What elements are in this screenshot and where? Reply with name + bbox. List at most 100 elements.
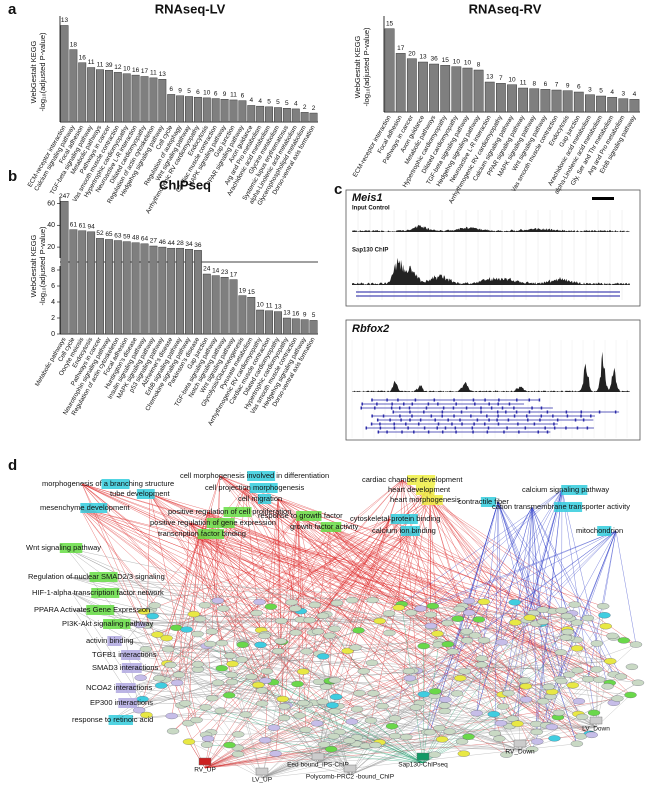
gene-node [590,640,603,647]
network-edge [71,592,281,642]
network-edge [197,533,537,725]
network-edge [502,506,533,707]
gene-node [326,702,339,709]
gene-node [267,724,281,731]
gene-node [402,667,416,675]
network-edge [67,576,611,662]
gene-node [585,731,598,739]
exon [497,422,500,426]
bar [291,108,300,123]
gene-node [316,698,329,705]
gene-node [614,673,628,680]
network-edge [277,498,353,601]
gene-node [531,738,544,745]
y-axis-label: -log₁₀(adjusted P-value) [362,27,371,107]
exon [409,418,411,422]
exon [527,418,529,422]
exon [455,430,457,434]
network-edge [262,530,413,704]
exon [401,430,403,434]
network-edge [244,487,360,694]
network-edge [111,679,600,721]
gene-node [470,710,483,717]
gene-node [350,706,364,713]
bar-label: 15 [248,289,256,296]
network-edge [297,515,600,680]
exon [546,410,549,414]
gene-node [500,751,513,758]
bar-label: 10 [203,90,211,97]
gene-node [458,668,471,675]
network-edge [429,499,531,618]
gene-node [475,661,488,668]
gene-node [462,733,475,740]
gene-node [278,703,291,710]
bar-label: 36 [430,56,438,63]
gene-node [182,738,196,745]
hub-label: Eed bound_iPS-ChIP [287,762,349,769]
gene-node [570,645,584,652]
bar-label: 6 [196,89,200,96]
bar-label: 48 [132,234,140,241]
bar [238,295,247,335]
exon [414,398,417,402]
exon [487,426,490,430]
gene-node [454,675,467,682]
exon [455,402,457,406]
bar-label: 94 [88,224,96,231]
gene-node [223,652,237,659]
exon [582,418,585,422]
exon [501,406,504,410]
bar-label: 34 [185,241,193,248]
gene-node [373,617,386,625]
gene-node [349,644,362,651]
network-edge [139,479,403,711]
network-edge [142,511,209,700]
bar [309,112,318,123]
gene-node [133,707,146,714]
network-edge [131,667,232,676]
network-edge [197,533,568,633]
gene-node [611,695,624,702]
gene-node [424,611,437,618]
gene-node [369,741,382,749]
bar-label: 13 [486,74,494,81]
network-edge [65,547,263,691]
term-highlight [320,522,342,532]
y-tick-label: 0 [51,331,55,338]
gene-node [205,628,219,635]
y-axis-label: WebGestalt KEGG [29,40,38,103]
network-edge [197,533,561,653]
chart-title: RNAseq-LV [155,1,226,16]
network-edge [125,601,484,689]
exon [423,410,425,414]
gene-node [323,632,336,639]
bar [274,107,282,123]
term-label: NCOA2 interactions [86,683,153,692]
gene-node [223,741,236,749]
network-edge [401,479,432,628]
gene-node [576,713,589,721]
term-label: tube development [110,489,171,498]
bar [96,238,104,335]
exon [544,426,546,430]
gene-node [345,718,359,725]
gene-node [617,637,630,644]
bar-label: 17 [230,271,238,278]
gene-node [487,710,500,718]
network-edge [595,661,611,728]
gene-node [568,601,581,608]
gene-node [194,615,207,623]
bar-label: 10 [464,60,472,67]
bar-label: 23 [221,269,229,276]
bar [176,95,185,123]
bar-label: 10 [257,302,265,309]
exon [574,418,577,422]
gene-node [272,648,285,655]
gene-node [592,676,606,683]
network-edge [170,533,199,666]
network-edge [317,658,482,764]
gene-node [604,658,617,665]
bar [440,65,451,113]
exon [590,414,592,418]
